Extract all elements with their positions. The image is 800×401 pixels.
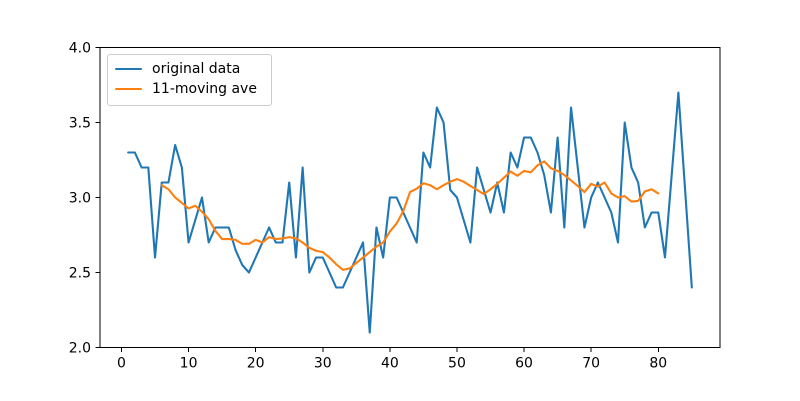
x-tick-label: 40 — [381, 356, 399, 372]
x-tick-label: 0 — [117, 356, 126, 372]
y-tick-label: 3.5 — [69, 116, 91, 132]
x-tick-label: 30 — [314, 356, 332, 372]
y-tick-label: 2.5 — [69, 266, 91, 282]
x-tick-label: 50 — [448, 356, 466, 372]
y-tick-label: 4.0 — [69, 41, 91, 57]
legend-item-moving-average: 11-moving ave — [115, 79, 257, 99]
legend-item-original-data: original data — [115, 59, 257, 79]
x-tick-label: 80 — [649, 356, 667, 372]
y-tick-label: 2.0 — [69, 341, 91, 357]
series-line-11-moving-ave — [160, 160, 660, 271]
legend-label: 11-moving ave — [152, 81, 257, 97]
y-tick-label: 3.0 — [69, 191, 91, 207]
x-tick-label: 60 — [515, 356, 533, 372]
x-tick-label: 10 — [180, 356, 198, 372]
legend-label: original data — [152, 61, 241, 77]
x-tick-label: 70 — [582, 356, 600, 372]
legend-line-swatch-orange — [115, 88, 142, 90]
series-line-original-data — [127, 91, 693, 334]
legend-line-swatch-blue — [115, 68, 142, 70]
x-tick-label: 20 — [247, 356, 265, 372]
legend: original data 11-moving ave — [107, 54, 272, 106]
